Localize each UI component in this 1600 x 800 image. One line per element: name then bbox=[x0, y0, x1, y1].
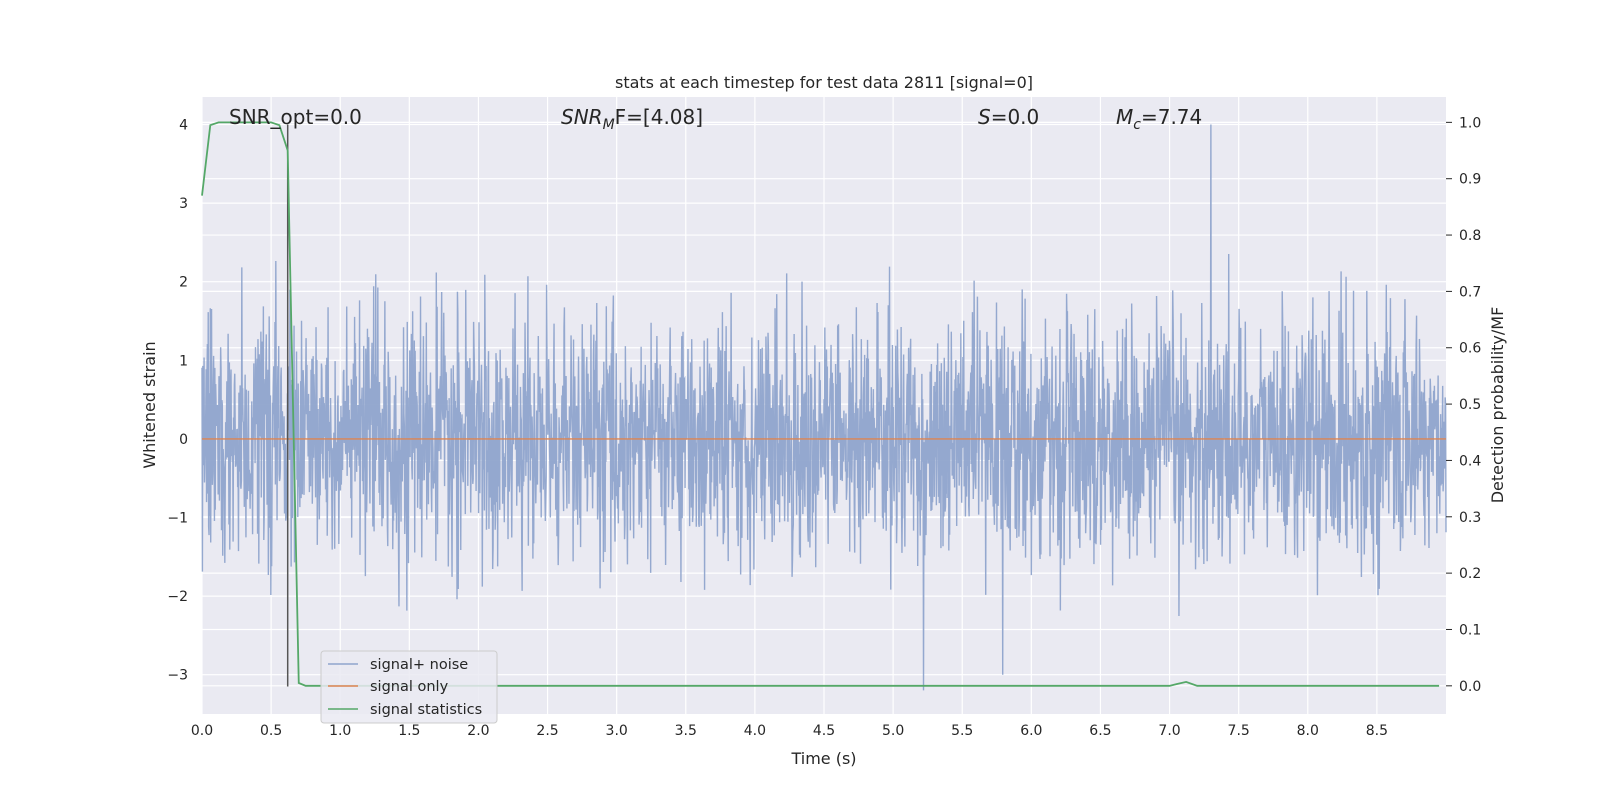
right-y-tick-label: 0.4 bbox=[1459, 453, 1481, 469]
x-axis-ticks: 0.0 0.5 1.0 1.5 2.0 2.5 3.0 3.5 4.0 4.5 5.0 5.5 6.0 6… bbox=[191, 723, 1388, 739]
left-y-tick-label: 0 bbox=[179, 432, 188, 448]
annotation-snr-mf-symbol: SNR bbox=[561, 105, 603, 129]
annotation-s-value: =0.0 bbox=[991, 105, 1040, 129]
right-y-tick-label: 0.8 bbox=[1459, 228, 1481, 244]
x-tick-label: 0.0 bbox=[191, 723, 213, 739]
x-tick-label: 4.0 bbox=[744, 723, 766, 739]
right-y-tick-label: 0.7 bbox=[1459, 284, 1481, 300]
legend-box bbox=[320, 650, 498, 724]
x-tick-label: 3.5 bbox=[675, 723, 697, 739]
x-tick-label: 4.5 bbox=[813, 723, 835, 739]
legend-label-signal-only: signal only bbox=[370, 679, 449, 695]
plot-area bbox=[201, 97, 1447, 714]
x-tick-label: 2.0 bbox=[467, 723, 489, 739]
x-tick-label: 1.5 bbox=[398, 723, 420, 739]
legend-label-signal-statistics: signal statistics bbox=[370, 702, 482, 718]
left-y-tick-label: −2 bbox=[167, 589, 188, 605]
annotation-s-symbol: S bbox=[978, 105, 991, 129]
x-tick-label: 7.0 bbox=[1158, 723, 1180, 739]
left-y-tick-label: −1 bbox=[167, 511, 188, 527]
legend: signal+ noise signal only signal statist… bbox=[320, 650, 498, 724]
right-y-tick-label: 0.9 bbox=[1459, 172, 1481, 188]
x-tick-label: 3.0 bbox=[606, 723, 628, 739]
annotation-mc-value: =7.74 bbox=[1141, 105, 1202, 129]
right-y-axis-ticks: 1.0 0.9 0.8 0.7 0.6 0.5 0.4 0.3 0.2 0.1 0.0 bbox=[1446, 115, 1481, 695]
right-y-tick-label: 1.0 bbox=[1459, 115, 1481, 131]
right-y-tick-label: 0.6 bbox=[1459, 341, 1481, 357]
left-y-axis-ticks: 4 3 2 1 0 −1 −2 −3 bbox=[167, 118, 188, 684]
x-tick-label: 7.5 bbox=[1228, 723, 1250, 739]
x-tick-label: 5.0 bbox=[882, 723, 904, 739]
x-tick-label: 8.5 bbox=[1366, 723, 1388, 739]
annotation-snr-mf: SNRMF=[4.08] bbox=[561, 105, 703, 133]
left-y-axis-label: Whitened strain bbox=[140, 341, 159, 468]
annotation-snr-mf-value: F=[4.08] bbox=[615, 105, 703, 129]
annotation-snr-opt: SNR_opt=0.0 bbox=[229, 105, 362, 129]
annotation-mc: Mc=7.74 bbox=[1116, 105, 1202, 133]
right-y-tick-label: 0.5 bbox=[1459, 397, 1481, 413]
left-y-tick-label: 3 bbox=[179, 196, 188, 212]
x-tick-label: 6.5 bbox=[1089, 723, 1111, 739]
x-tick-label: 1.0 bbox=[329, 723, 351, 739]
x-tick-label: 0.5 bbox=[260, 723, 282, 739]
annotation-s: S=0.0 bbox=[978, 105, 1039, 129]
annotation-snr-mf-subscript: M bbox=[603, 117, 615, 133]
right-y-tick-label: 0.3 bbox=[1459, 510, 1481, 526]
chart-title: stats at each timestep for test data 281… bbox=[615, 73, 1033, 92]
series-signal-plus-noise bbox=[201, 124, 1447, 691]
legend-label-signal-plus-noise: signal+ noise bbox=[370, 657, 468, 673]
right-y-axis-label: Detection probability/MF bbox=[1488, 307, 1507, 504]
annotation-mc-subscript: c bbox=[1133, 117, 1141, 133]
left-y-tick-label: 1 bbox=[179, 353, 188, 369]
line-signal-plus-noise bbox=[201, 124, 1447, 691]
x-tick-label: 6.0 bbox=[1020, 723, 1042, 739]
right-y-tick-label: 0.0 bbox=[1459, 679, 1481, 695]
right-y-tick-label: 0.2 bbox=[1459, 566, 1481, 582]
x-tick-label: 2.5 bbox=[536, 723, 558, 739]
left-y-tick-label: 4 bbox=[179, 118, 188, 134]
annotation-mc-symbol: M bbox=[1116, 105, 1133, 129]
left-y-tick-label: 2 bbox=[179, 275, 188, 291]
right-y-tick-label: 0.1 bbox=[1459, 622, 1481, 638]
x-tick-label: 5.5 bbox=[951, 723, 973, 739]
x-axis-label: Time (s) bbox=[790, 749, 856, 768]
x-tick-label: 8.0 bbox=[1297, 723, 1319, 739]
left-y-tick-label: −3 bbox=[167, 668, 188, 684]
